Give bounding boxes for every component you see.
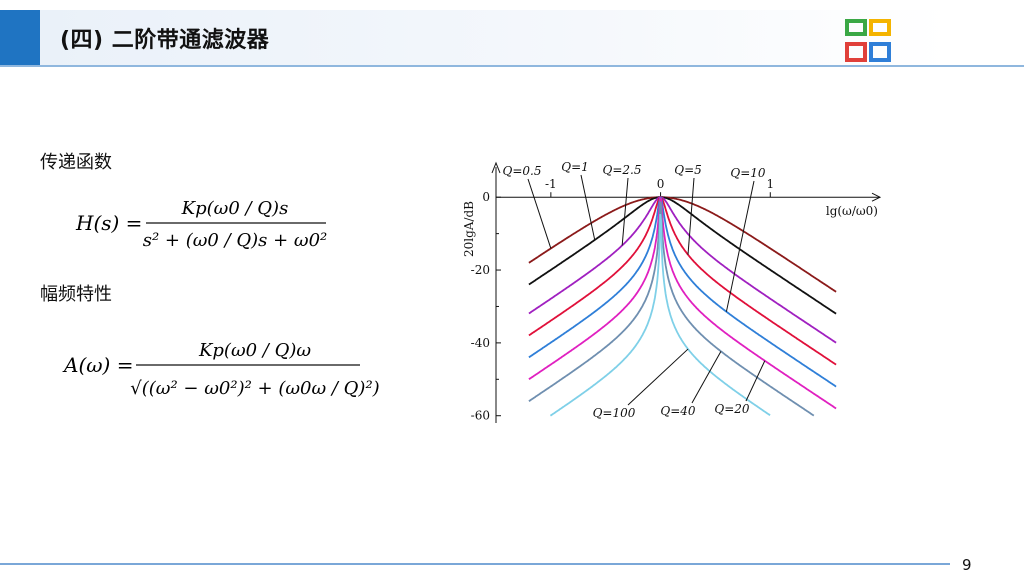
- y-tick-label: 0: [482, 190, 490, 204]
- y-tick-label: -40: [471, 336, 490, 350]
- annotation-leader: [527, 178, 552, 249]
- curve-Q-20: [528, 196, 837, 410]
- title-accent-block: [0, 10, 40, 66]
- page-number: 9: [962, 556, 972, 574]
- y-axis-label: 20lgA/dB: [462, 201, 476, 257]
- amplitude-numerator: Kp(ω0 / Q)ω: [198, 340, 311, 361]
- curve-Q-5: [528, 196, 837, 366]
- transfer-numerator: Kp(ω0 / Q)s: [181, 198, 289, 219]
- chart-axes: -1 0 1 0 -20 -40 -60: [471, 161, 882, 423]
- annotation-label: Q=10: [730, 166, 766, 180]
- title-band: [40, 10, 950, 66]
- transfer-denominator: s² + (ω0 / Q)s + ω0²: [143, 230, 328, 251]
- annotation-label: Q=20: [714, 402, 750, 416]
- annotation-leader: [691, 351, 722, 404]
- amplitude-denominator: √((ω² − ω0²)² + (ω0ω / Q)²): [130, 378, 379, 399]
- annotation-leader: [725, 180, 755, 312]
- page-title: (四) 二阶带通滤波器: [60, 28, 270, 53]
- annotation-label: Q=40: [660, 404, 696, 418]
- annotation-leader: [687, 177, 695, 255]
- x-tick-label: -1: [545, 177, 557, 191]
- amplitude-formula: A(ω) = Kp(ω0 / Q)ω √((ω² − ω0²)² + (ω0ω …: [62, 340, 380, 399]
- curve-Q-10: [528, 196, 837, 388]
- x-tick-label: 0: [657, 177, 665, 191]
- annotation-leader: [580, 174, 596, 241]
- transfer-lhs: H(s) =: [75, 211, 142, 235]
- annotation-leader: [621, 177, 629, 246]
- annotation-label: Q=2.5: [603, 163, 642, 177]
- bandpass-bode-chart: -1 0 1 0 -20 -40 -60 Q=0.5 Q=1 Q=2.5 Q=5 Q=10 Q=100…: [462, 160, 882, 423]
- colored-squares-logo-icon: [845, 19, 891, 62]
- title-underline: [0, 65, 1024, 67]
- annotation-leader: [745, 360, 766, 402]
- annotation-label: Q=0.5: [503, 164, 542, 178]
- x-axis-label: lg(ω/ω0): [826, 204, 878, 218]
- curve-Q-100: [549, 213, 771, 417]
- chart-curves: [528, 196, 837, 417]
- chart-labels: Q=0.5 Q=1 Q=2.5 Q=5 Q=10 Q=100 Q=40 Q=20: [503, 160, 766, 420]
- y-tick-label: -20: [471, 263, 490, 277]
- annotation-leader: [627, 348, 689, 406]
- y-axis-arrow: [491, 161, 501, 174]
- x-axis-arrow: [871, 192, 882, 202]
- curve-Q-40: [528, 201, 815, 417]
- title-bar: (四) 二阶带通滤波器: [0, 0, 1024, 67]
- x-tick-label: 1: [766, 177, 774, 191]
- curve-Q-1: [528, 196, 837, 315]
- annotation-label: Q=1: [561, 160, 589, 174]
- curve-Q-2_5: [528, 196, 837, 344]
- curve-Q-0_5: [528, 196, 837, 293]
- y-tick-label: -60: [471, 409, 490, 423]
- footer-line: [0, 563, 950, 565]
- annotation-label: Q=5: [674, 163, 702, 177]
- amplitude-characteristic-label: 幅频特性: [40, 284, 112, 305]
- transfer-function-formula: H(s) = Kp(ω0 / Q)s s² + (ω0 / Q)s + ω0²: [75, 198, 328, 251]
- amplitude-lhs: A(ω) =: [62, 353, 133, 377]
- transfer-function-label: 传递函数: [40, 152, 112, 173]
- annotation-label: Q=100: [593, 406, 636, 420]
